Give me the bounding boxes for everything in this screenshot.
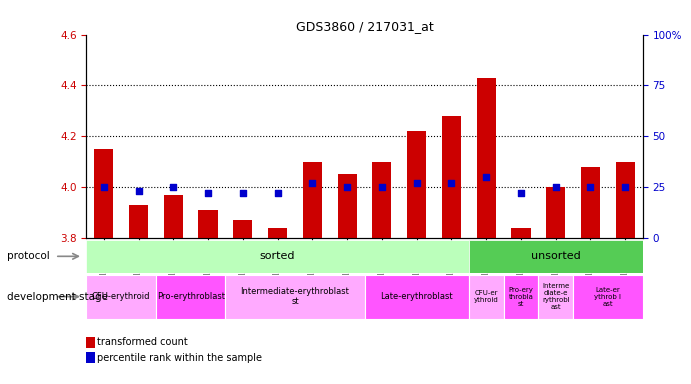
Bar (468, 240, 643, 273)
Bar (303, 162, 322, 238)
Bar (546, 187, 565, 238)
Point (550, 184, 561, 190)
Bar (86, 240, 468, 273)
Bar (86, 275, 156, 319)
Point (515, 190, 527, 196)
Bar (129, 205, 148, 238)
Bar (573, 275, 643, 319)
Bar (468, 275, 504, 319)
Bar (365, 275, 468, 319)
Text: Late-erythroblast: Late-erythroblast (380, 292, 453, 301)
Text: CFU-er
ythroid: CFU-er ythroid (474, 290, 499, 303)
Bar (268, 228, 287, 238)
Bar (616, 162, 635, 238)
Bar (511, 228, 531, 238)
Bar (372, 162, 391, 238)
Text: Pro-ery
throbla
st: Pro-ery throbla st (509, 286, 533, 307)
Bar (234, 220, 252, 238)
Text: development stage: development stage (7, 291, 108, 302)
Point (411, 180, 422, 186)
Point (585, 184, 596, 190)
Point (168, 184, 179, 190)
Point (620, 184, 631, 190)
Bar (156, 275, 225, 319)
Text: Interme
diate-e
rythrobl
ast: Interme diate-e rythrobl ast (542, 283, 569, 310)
Point (377, 184, 388, 190)
Point (98, 184, 109, 190)
Point (133, 188, 144, 194)
Bar (164, 195, 183, 238)
Text: Intermediate-erythroblast
st: Intermediate-erythroblast st (240, 287, 350, 306)
Bar (338, 174, 357, 238)
Bar (442, 116, 461, 238)
Bar (538, 275, 573, 319)
Text: percentile rank within the sample: percentile rank within the sample (97, 353, 263, 362)
Point (307, 180, 318, 186)
Point (202, 190, 214, 196)
Title: GDS3860 / 217031_at: GDS3860 / 217031_at (296, 20, 433, 33)
Point (341, 184, 352, 190)
Text: sorted: sorted (260, 251, 295, 262)
Text: transformed count: transformed count (97, 337, 188, 347)
Text: Pro-erythroblast: Pro-erythroblast (157, 292, 225, 301)
Text: protocol: protocol (7, 251, 50, 262)
Bar (225, 275, 365, 319)
Bar (407, 131, 426, 238)
Text: Late-er
ythrob l
ast: Late-er ythrob l ast (594, 286, 621, 307)
Point (481, 174, 492, 180)
Bar (94, 149, 113, 238)
Text: CFU-erythroid: CFU-erythroid (92, 292, 151, 301)
Point (272, 190, 283, 196)
Point (237, 190, 248, 196)
Point (446, 180, 457, 186)
Bar (198, 210, 218, 238)
Bar (504, 275, 538, 319)
Text: unsorted: unsorted (531, 251, 580, 262)
Bar (477, 78, 495, 238)
Bar (581, 167, 600, 238)
